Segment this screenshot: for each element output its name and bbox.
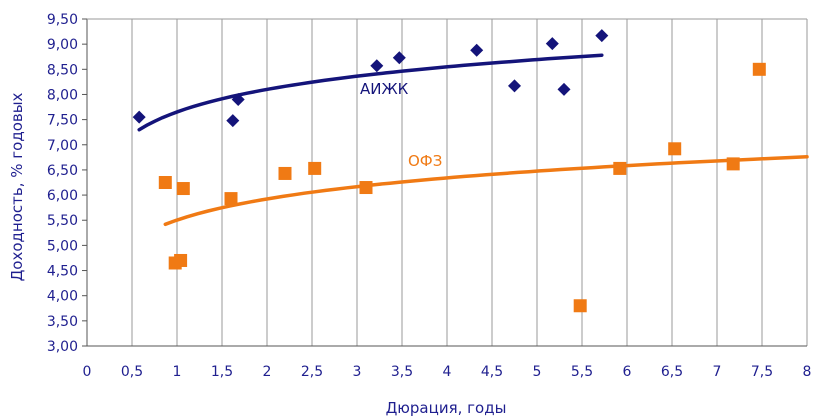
x-tick-labels: 0 0,5 1 1,5 2 2,5 3 3,5 4 4,5 5 5,5 6 6,5 7 7,5 8 <box>83 364 812 380</box>
y-tick-label: 3,50 <box>47 314 78 330</box>
y-tick-label: 5,00 <box>47 238 78 254</box>
data-point-ofz <box>176 182 190 196</box>
y-tick-label: 7,00 <box>47 138 78 154</box>
data-point-aizhk <box>132 110 146 124</box>
x-tick-label: 5 <box>533 364 542 380</box>
y-tick-label: 5,50 <box>47 213 78 229</box>
y-tick-label: 3,00 <box>47 339 78 355</box>
data-point-ofz <box>752 62 766 76</box>
y-axis-title: Доходность, % годовых <box>8 92 26 281</box>
y-tick-label: 7,50 <box>47 113 78 129</box>
x-tick-label: 1,5 <box>211 364 233 380</box>
x-axis-title: Дюрация, годы <box>386 399 507 417</box>
x-tick-label: 7,5 <box>751 364 773 380</box>
y-tick-label: 4,50 <box>47 264 78 280</box>
data-point-ofz <box>224 192 238 206</box>
data-point-aizhk <box>231 92 245 106</box>
data-point-aizhk <box>226 114 240 128</box>
data-point-aizhk <box>370 59 384 73</box>
trend-line-0 <box>137 53 604 132</box>
data-points <box>132 29 766 313</box>
x-tick-label: 7 <box>713 364 722 380</box>
series-label-aizhk: АИЖК <box>360 80 409 98</box>
series-label-ofz: ОФЗ <box>408 152 442 170</box>
x-tick-label: 3 <box>353 364 362 380</box>
y-tick-label: 4,00 <box>47 289 78 305</box>
data-point-ofz <box>278 166 292 180</box>
y-tick-labels: 3,00 3,50 4,00 4,50 5,00 5,50 6,00 6,50 7,00 7,50… <box>47 12 78 355</box>
x-tick-label: 6 <box>623 364 632 380</box>
x-tick-label: 4,5 <box>481 364 503 380</box>
x-tick-label: 5,5 <box>571 364 593 380</box>
x-tick-label: 0 <box>83 364 92 380</box>
y-tick-label: 8,50 <box>47 62 78 78</box>
y-tick-label: 6,50 <box>47 163 78 179</box>
data-point-ofz <box>359 181 373 195</box>
data-point-aizhk <box>508 79 521 93</box>
data-point-aizhk <box>595 29 609 43</box>
x-tick-label: 2 <box>263 364 272 380</box>
data-point-aizhk <box>557 82 571 96</box>
data-point-aizhk <box>470 43 484 57</box>
grid-lines <box>131 19 808 346</box>
y-tick-label: 9,00 <box>47 37 78 53</box>
x-tick-label: 6,5 <box>661 364 683 380</box>
x-tick-label: 1 <box>173 364 182 380</box>
data-point-ofz <box>613 161 627 175</box>
trend-lines <box>137 53 809 227</box>
data-point-ofz <box>668 142 682 156</box>
data-point-aizhk <box>392 51 406 65</box>
trend-line-1 <box>163 155 809 227</box>
x-tick-label: 0,5 <box>121 364 143 380</box>
y-tick-label: 9,50 <box>47 12 78 28</box>
data-point-aizhk <box>545 37 559 51</box>
y-tick-label: 6,00 <box>47 188 78 204</box>
axes <box>82 18 807 347</box>
x-tick-label: 4 <box>443 364 452 380</box>
data-point-ofz <box>726 157 740 171</box>
data-point-ofz <box>308 161 322 175</box>
x-tick-label: 3,5 <box>391 364 413 380</box>
x-tick-label: 8 <box>803 364 812 380</box>
data-point-ofz <box>158 176 172 189</box>
y-tick-label: 8,00 <box>47 87 78 103</box>
data-point-ofz <box>573 299 587 313</box>
data-point-ofz <box>174 253 188 267</box>
x-tick-label: 2,5 <box>301 364 323 380</box>
